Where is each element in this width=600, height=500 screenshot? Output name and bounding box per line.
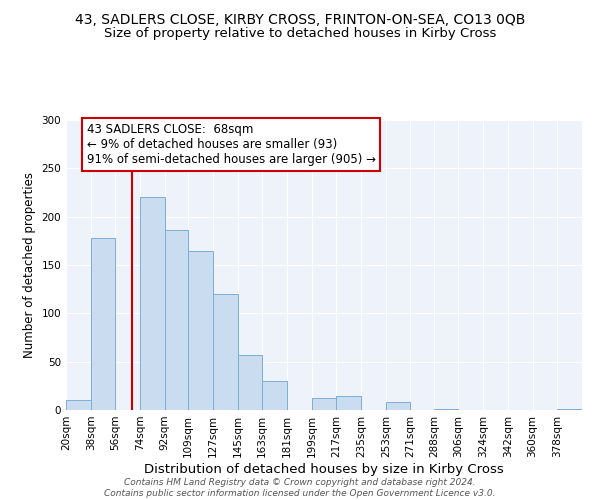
Text: Size of property relative to detached houses in Kirby Cross: Size of property relative to detached ho… [104,28,496,40]
Bar [238,355,262,410]
Bar [386,402,410,410]
Y-axis label: Number of detached properties: Number of detached properties [23,172,36,358]
Bar [337,396,361,410]
Bar [311,398,337,410]
X-axis label: Distribution of detached houses by size in Kirby Cross: Distribution of detached houses by size … [144,462,504,475]
Text: Contains HM Land Registry data © Crown copyright and database right 2024.
Contai: Contains HM Land Registry data © Crown c… [104,478,496,498]
Bar [434,409,458,410]
Bar [262,381,287,410]
Bar [188,250,213,410]
Bar [66,400,91,410]
Bar [140,198,165,410]
Bar [557,409,582,410]
Bar [91,238,115,410]
Text: 43, SADLERS CLOSE, KIRBY CROSS, FRINTON-ON-SEA, CO13 0QB: 43, SADLERS CLOSE, KIRBY CROSS, FRINTON-… [75,12,525,26]
Bar [165,230,188,410]
Bar [213,294,238,410]
Text: 43 SADLERS CLOSE:  68sqm
← 9% of detached houses are smaller (93)
91% of semi-de: 43 SADLERS CLOSE: 68sqm ← 9% of detached… [86,123,376,166]
